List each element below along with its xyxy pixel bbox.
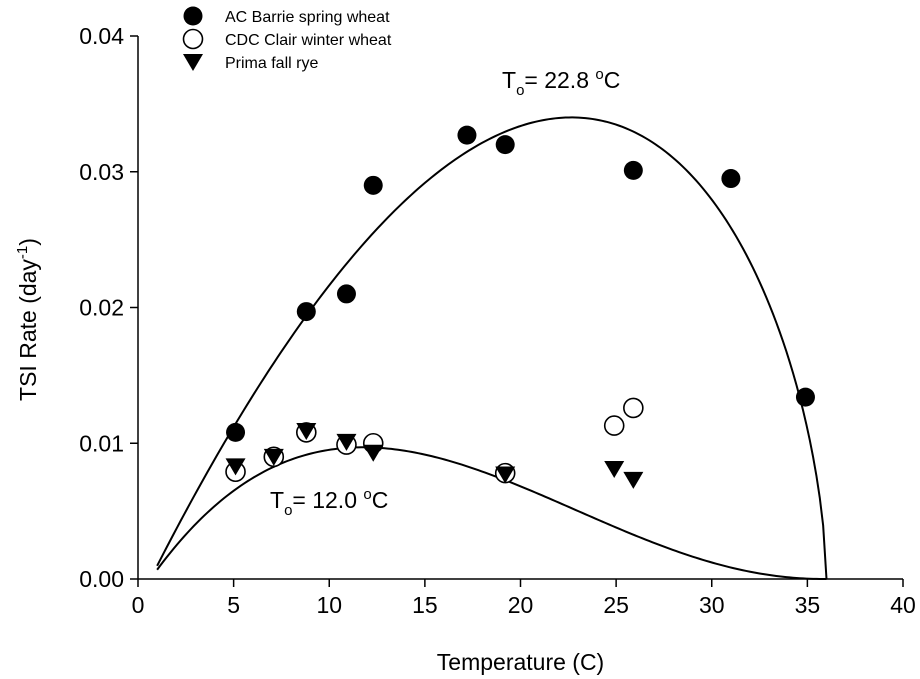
fitted-curve bbox=[156, 446, 827, 580]
data-point bbox=[457, 125, 477, 145]
data-point bbox=[604, 461, 625, 479]
legend-marker bbox=[182, 28, 204, 50]
y-tick-label: 0.04 bbox=[79, 23, 124, 49]
x-tick-label: 10 bbox=[316, 592, 342, 618]
legend-label: CDC Clair winter wheat bbox=[225, 32, 392, 49]
data-point bbox=[795, 387, 815, 407]
legend-marker bbox=[183, 6, 203, 26]
y-tick-label: 0.03 bbox=[79, 159, 124, 185]
legend-marker bbox=[183, 54, 203, 71]
x-tick-label: 20 bbox=[508, 592, 534, 618]
legend: AC Barrie spring wheat CDC Clair winter w… bbox=[182, 6, 392, 72]
annotation-upper: To= 22.8 oC bbox=[502, 66, 620, 99]
y-tick-label: 0.02 bbox=[79, 295, 124, 321]
data-point bbox=[603, 415, 625, 436]
x-axis-title: Temperature (C) bbox=[437, 649, 604, 675]
y-tick-label: 0.01 bbox=[79, 430, 124, 456]
x-tick-label: 5 bbox=[227, 592, 240, 618]
data-point bbox=[263, 448, 284, 466]
x-tick-label: 15 bbox=[412, 592, 438, 618]
legend-label: AC Barrie spring wheat bbox=[225, 9, 390, 26]
annotations: To= 22.8 oC To= 12.0 oC bbox=[270, 66, 620, 519]
data-point bbox=[495, 135, 515, 155]
axes: 0 5 10 15 20 25 30 35 40 0.00 0.01 0.02 0.03 0.04 Temp… bbox=[14, 23, 916, 675]
data-point bbox=[623, 397, 644, 419]
data-point bbox=[336, 433, 357, 451]
x-tick-label: 40 bbox=[890, 592, 916, 618]
data-point bbox=[363, 175, 383, 195]
series-filled-circle bbox=[226, 125, 815, 442]
fitted-curve bbox=[156, 116, 828, 580]
y-tick-label: 0.00 bbox=[79, 566, 124, 592]
data-point bbox=[623, 160, 643, 180]
series-filled-triangle-down bbox=[225, 423, 644, 489]
data-point bbox=[623, 471, 644, 489]
data-point bbox=[336, 284, 356, 304]
x-tick-label: 0 bbox=[132, 592, 145, 618]
data-point bbox=[225, 458, 246, 476]
x-tick-label: 30 bbox=[699, 592, 725, 618]
data-point bbox=[296, 302, 316, 322]
data-point bbox=[721, 169, 741, 189]
x-tick-label: 35 bbox=[795, 592, 821, 618]
x-tick-label: 25 bbox=[603, 592, 629, 618]
data-point bbox=[363, 444, 384, 462]
data-point bbox=[226, 422, 246, 442]
fitted-curves bbox=[156, 116, 828, 580]
series-open-circle bbox=[225, 397, 644, 484]
data-point bbox=[495, 466, 516, 484]
annotation-lower: To= 12.0 oC bbox=[270, 486, 388, 519]
data-point bbox=[296, 423, 317, 441]
legend-label: Prima fall rye bbox=[225, 55, 318, 72]
data-markers bbox=[225, 125, 815, 489]
y-axis-title: TSI Rate (day-1) bbox=[14, 238, 41, 401]
